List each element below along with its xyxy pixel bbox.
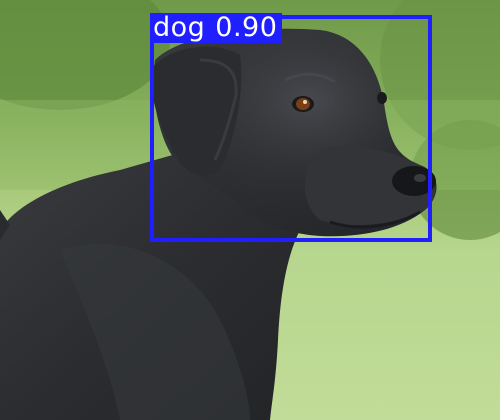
dog-head — [150, 28, 437, 237]
dog-body — [0, 150, 300, 420]
detection-label: dog 0.90 — [150, 12, 283, 43]
detection-confidence: 0.90 — [215, 12, 278, 43]
detection-class-label: dog — [153, 12, 206, 43]
detection-bounding-box — [150, 15, 432, 242]
